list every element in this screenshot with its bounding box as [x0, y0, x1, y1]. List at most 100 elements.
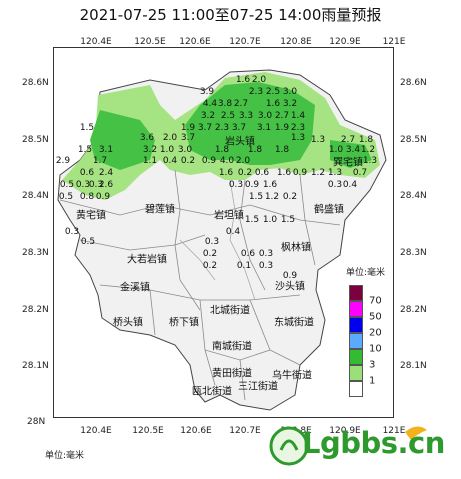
legend-swatch [349, 381, 363, 397]
legend-label: 50 [369, 311, 382, 323]
rain-value: 2.7 [274, 111, 290, 121]
place-label: 鹤盛镇 [314, 204, 344, 216]
rain-value: 2.5 [220, 111, 236, 121]
place-label: 北城街道 [210, 305, 250, 317]
rain-value: 1.8 [358, 135, 374, 145]
rain-value: 1.2 [310, 168, 326, 178]
rain-value: 3.0 [282, 87, 298, 97]
rain-value: 2.7 [340, 135, 356, 145]
legend-swatch [349, 317, 363, 333]
rain-value: 1.6 [276, 168, 292, 178]
rain-value: 1.6 [262, 180, 278, 190]
rain-value: 0.1 [236, 261, 252, 271]
rain-value: 0.9 [244, 180, 260, 190]
watermark-text: Lgbbs.cn [302, 426, 445, 460]
place-label: 南城街道 [212, 341, 252, 353]
rain-value: 1.5 [244, 215, 260, 225]
rain-value: 3.0 [257, 111, 273, 121]
rain-value: 1.0 [328, 145, 344, 155]
map-frame [53, 47, 394, 418]
place-label: 岩坦镇 [214, 210, 244, 222]
rain-value: 1.5 [248, 192, 264, 202]
legend-label: 10 [369, 343, 382, 355]
rain-value: 1.3 [310, 135, 326, 145]
rain-value: 0.3 [88, 180, 104, 190]
lon-top-label: 120.6E [179, 37, 211, 47]
lat-right-label: 28.1N [400, 361, 427, 371]
legend-swatch [349, 285, 363, 301]
rain-value: 1.0 [159, 145, 175, 155]
lat-right-label: 28.4N [400, 191, 427, 201]
lat-left-label: 28.2N [22, 305, 49, 315]
rain-value: 0.5 [80, 237, 96, 247]
rain-value: 3.1 [98, 145, 114, 155]
legend-label: 20 [369, 327, 382, 339]
rain-value: 0.6 [79, 168, 95, 178]
rain-value: 1.4 [290, 111, 306, 121]
rain-value: 0.3 [75, 180, 91, 190]
rain-value: 0.7 [352, 168, 368, 178]
lat-right-label: 28.3N [400, 248, 427, 258]
legend-label: 1 [369, 375, 376, 387]
rain-value: 0.4 [342, 180, 358, 190]
rain-value: 1.5 [77, 145, 93, 155]
rain-value: 3.2 [282, 99, 298, 109]
lat-right-label: 28.5N [400, 135, 427, 145]
rain-value: 0.9 [292, 168, 308, 178]
rain-value: 3.1 [256, 123, 272, 133]
rain-value: 1.5 [79, 123, 95, 133]
rain-value: 3.7 [197, 123, 213, 133]
rain-value: 0.2 [202, 249, 218, 259]
rain-value: 0.9 [201, 156, 217, 166]
rain-value: 3.7 [231, 123, 247, 133]
rain-value: 1.6 [235, 75, 251, 85]
rain-value: 4.0 [219, 156, 235, 166]
rain-value: 1.1 [142, 156, 158, 166]
rain-value: 0.2 [180, 156, 196, 166]
rain-value: 2.0 [162, 133, 178, 143]
rain-value: 0.4 [162, 156, 178, 166]
rain-value: 2.3 [214, 123, 230, 133]
place-label: 黄田街道 [212, 368, 252, 380]
place-label: 东城街道 [274, 317, 314, 329]
rain-value: 1.3 [290, 133, 306, 143]
place-label: 沙头镇 [275, 281, 305, 293]
rain-value: 0.6 [254, 168, 270, 178]
rain-value: 1.3 [327, 168, 343, 178]
legend-label: 3 [369, 359, 376, 371]
rain-value: 3.7 [180, 133, 196, 143]
lon-bottom-label: 120.9E [329, 426, 361, 436]
rain-value: 3.6 [139, 133, 155, 143]
rain-value: 3.2 [200, 111, 216, 121]
lat-left-label: 28.1N [22, 361, 49, 371]
rain-value: 0.4 [225, 227, 241, 237]
rain-value: 2.0 [251, 75, 267, 85]
lon-bottom-label: 120.6E [180, 426, 212, 436]
rain-value: 1.9 [180, 123, 196, 133]
lon-top-label: 120.4E [80, 37, 112, 47]
watermark-logo [269, 426, 427, 466]
rain-zone-medium [330, 140, 372, 168]
rain-value: 1.7 [92, 156, 108, 166]
rain-value: 0.3 [204, 237, 220, 247]
river-lines [179, 179, 256, 301]
lat-right-label: 28.6N [400, 78, 427, 88]
place-label: 瓯北街道 [192, 386, 232, 398]
rain-zone-medium [90, 110, 155, 170]
rain-value: 0.3 [327, 180, 343, 190]
rain-value: 1.8 [274, 145, 290, 155]
rain-value: 1.6 [218, 168, 234, 178]
map-title: 2021-07-25 11:00至07-25 14:00雨量预报 [79, 6, 382, 24]
place-label: 大若岩镇 [127, 254, 167, 266]
lat-left-label: 28.5N [22, 135, 49, 145]
rain-value: 0.5 [59, 180, 75, 190]
lat-left-label: 28.6N [22, 78, 49, 88]
legend-swatch [349, 333, 363, 349]
rain-value: 2.3 [290, 123, 306, 133]
place-label: 金溪镇 [120, 282, 150, 294]
rain-value: 2.9 [55, 156, 71, 166]
rain-value: 0.9 [95, 192, 111, 202]
legend-swatch [349, 349, 363, 365]
legend-swatch [349, 301, 363, 317]
